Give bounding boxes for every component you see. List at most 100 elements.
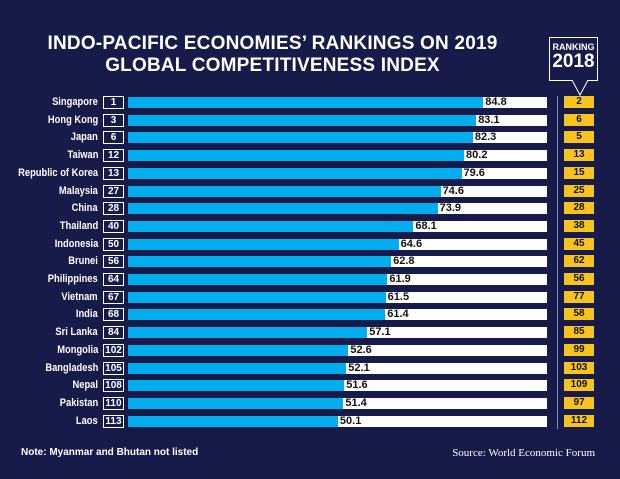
bar	[128, 221, 414, 232]
country-label: China	[72, 202, 98, 214]
rank-2018-box: 109	[564, 379, 594, 391]
title-line-2: GLOBAL COMPETITIVENESS INDEX	[105, 55, 440, 76]
rank-2018-box: 112	[564, 415, 594, 427]
rank-2018-box: 28	[564, 202, 594, 214]
rank-2019-box: 50	[103, 238, 124, 251]
country-label: Mongolia	[56, 344, 98, 356]
chart-title: INDO-PACIFIC ECONOMIES’ RANKINGS ON 2019…	[20, 33, 525, 77]
bar-track: 61.4	[128, 309, 547, 320]
bar	[128, 380, 345, 391]
rank-2018-box: 77	[564, 291, 594, 303]
bar-value-label: 52.1	[348, 362, 370, 374]
bar-track: 52.1	[128, 363, 547, 374]
bar-track: 80.2	[128, 150, 547, 161]
rank-2019-box: 108	[103, 379, 124, 392]
rank-2018-box: 13	[564, 149, 594, 161]
bar	[128, 168, 462, 179]
bar-value-label: 74.6	[442, 185, 464, 197]
bar-value-label: 50.1	[339, 415, 362, 427]
country-label: Thailand	[59, 220, 98, 232]
bar-value-label: 73.9	[439, 202, 462, 214]
rank-2018-box: 5	[564, 131, 594, 143]
bar-track: 50.1	[128, 416, 547, 427]
country-label: India	[76, 308, 98, 320]
rank-2018-box: 2	[564, 96, 594, 108]
country-label: Japan	[70, 131, 98, 143]
badge-pointer-icon	[571, 79, 589, 97]
country-label: Taiwan	[66, 149, 98, 161]
badge-year: 2018	[552, 51, 595, 72]
rank-2019-box: 64	[103, 273, 124, 286]
bar	[128, 97, 484, 108]
country-label: Nepal	[72, 379, 98, 391]
country-label: Singapore	[52, 96, 98, 108]
bar-value-label: 57.1	[369, 326, 391, 338]
country-label: Sri Lanka	[55, 326, 98, 338]
country-label: Indonesia	[54, 238, 98, 250]
bar	[128, 327, 368, 338]
rank-2018-box: 15	[564, 167, 594, 179]
country-label: Brunei	[68, 255, 98, 267]
rank-2019-box: 102	[103, 344, 124, 357]
bar-value-label: 83.1	[478, 114, 500, 126]
rank-2018-box: 103	[564, 362, 594, 374]
bar-value-label: 84.8	[485, 96, 507, 108]
bar-track: 83.1	[128, 115, 547, 126]
bar-track: 51.4	[128, 398, 547, 409]
rank-2018-box: 97	[564, 397, 594, 409]
bar-track: 79.6	[128, 168, 547, 179]
rank-2018-box: 99	[564, 344, 594, 356]
country-label: Malaysia	[59, 185, 98, 197]
country-label: Hong Kong	[47, 114, 98, 126]
bar-track: 61.9	[128, 274, 547, 285]
rank-2018-box: 6	[564, 114, 594, 126]
rank-2018-box: 85	[564, 326, 594, 338]
rank-2018-box: 56	[564, 273, 594, 285]
bar-value-label: 51.4	[345, 397, 367, 409]
rank-2019-box: 6	[103, 131, 124, 144]
bar	[128, 186, 441, 197]
bar-track: 51.6	[128, 380, 547, 391]
bar-value-label: 61.9	[389, 273, 411, 285]
rank-2019-box: 40	[103, 220, 124, 233]
rank-2019-box: 105	[103, 362, 124, 375]
rank-2018-box: 45	[564, 238, 594, 250]
bar	[128, 150, 465, 161]
bar-track: 62.8	[128, 256, 547, 267]
bar-track: 73.9	[128, 203, 547, 214]
country-label: Republic of Korea	[17, 167, 98, 179]
bar-track: 57.1	[128, 327, 547, 338]
country-label: Laos	[76, 415, 98, 427]
country-label: Vietnam	[61, 291, 98, 303]
rank-2019-box: 84	[103, 326, 124, 339]
rank-2019-box: 113	[103, 415, 124, 428]
bar-track: 52.6	[128, 345, 547, 356]
bar-track: 84.8	[128, 97, 547, 108]
bar	[128, 132, 473, 143]
rank-2019-box: 12	[103, 149, 124, 162]
badge-label: RANKING	[552, 42, 595, 52]
bar	[128, 115, 477, 126]
bar	[128, 203, 438, 214]
bar	[128, 274, 388, 285]
bar	[128, 239, 399, 250]
bar-value-label: 80.2	[466, 149, 488, 161]
bar-track: 61.5	[128, 292, 547, 303]
country-label: Pakistan	[59, 397, 98, 409]
bar-track: 68.1	[128, 221, 547, 232]
bar-value-label: 51.6	[346, 379, 368, 391]
bar	[128, 292, 386, 303]
rank-2019-box: 67	[103, 291, 124, 304]
bar	[128, 398, 344, 409]
bar	[128, 256, 392, 267]
bar-value-label: 62.8	[393, 255, 415, 267]
bar	[128, 363, 347, 374]
bar-track: 82.3	[128, 132, 547, 143]
bar-value-label: 64.6	[400, 238, 423, 250]
rank-2019-box: 27	[103, 185, 124, 198]
country-label: Philippines	[48, 273, 98, 285]
bar-value-label: 52.6	[350, 344, 372, 356]
footnote: Note: Myanmar and Bhutan not listed	[21, 447, 199, 458]
bar-value-label: 61.4	[387, 308, 409, 320]
rank-2018-box: 62	[564, 255, 594, 267]
